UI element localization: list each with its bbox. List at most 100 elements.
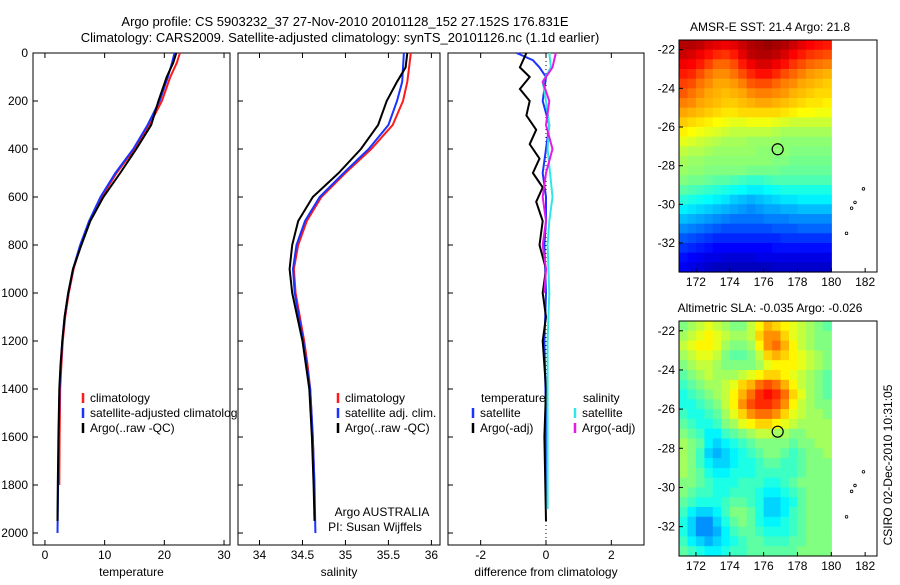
sst_map-cell <box>746 146 756 157</box>
sla_map-cell <box>712 507 722 518</box>
sla_map-frame <box>678 320 878 557</box>
sst_map-cell <box>755 194 765 205</box>
sst_map-cell <box>789 40 799 51</box>
sla_map-cell <box>712 370 722 381</box>
sst_map-frame <box>678 39 878 273</box>
sst_map-cell <box>780 185 790 196</box>
sst_map-cell <box>729 185 739 196</box>
sst_map-cell <box>780 156 790 167</box>
sla_map-cell <box>704 360 714 371</box>
sst_map-xtick-label: 180 <box>821 275 841 289</box>
sst_map-cell <box>729 156 739 167</box>
salinity-series-line <box>288 52 409 522</box>
sla_map-cell <box>729 497 739 508</box>
sst_map-cell <box>789 117 799 128</box>
temperature-xtick-label: 0 <box>42 548 49 562</box>
sla_map-cell <box>789 399 799 410</box>
sst_map-cell <box>772 88 782 99</box>
sst_map-cell <box>712 223 722 234</box>
sla_map-cell <box>695 516 705 528</box>
sst_map-cell <box>712 107 722 118</box>
sst_map-cell <box>772 194 782 205</box>
sla_map-cell <box>772 448 782 459</box>
sla_map-cell <box>789 467 799 479</box>
difference-xtick-label: 2 <box>608 548 615 562</box>
legend-label: Argo(..raw -QC) <box>90 421 175 435</box>
sla_map-cell <box>738 467 748 479</box>
sst_map-cell <box>695 165 705 176</box>
sst_map-cell <box>695 243 705 254</box>
sla_map-cell <box>805 428 815 440</box>
sla_map-cell <box>822 458 832 469</box>
sla_map-cell <box>687 330 697 342</box>
sst_map-cell <box>789 223 799 234</box>
sla_map-cell <box>687 487 697 498</box>
sla_map-cell <box>704 321 714 332</box>
sla_map-cell <box>712 379 722 391</box>
sst_map-cell <box>721 40 731 51</box>
sst_map-cell <box>695 98 705 109</box>
sla_map-cell <box>780 526 790 537</box>
sla_map-cell <box>738 536 748 547</box>
sst_map-cell <box>763 156 773 167</box>
sla_map-cell <box>772 321 782 332</box>
sla_map-cell <box>729 379 739 391</box>
sla_map-cell <box>695 330 705 342</box>
sla_map-cell <box>721 389 731 400</box>
sst_map-cell <box>704 59 714 70</box>
sla_map-cell <box>805 360 815 371</box>
sst_map-cell <box>822 204 832 215</box>
sla_map-cell <box>721 516 731 528</box>
legend-label: Argo(-adj) <box>582 421 635 435</box>
sla_map-cell <box>814 340 824 351</box>
sst_map-cell <box>687 78 697 89</box>
sla_map-cell <box>763 467 773 479</box>
sla_map-cell <box>738 389 748 400</box>
sla_map-cell <box>687 428 697 440</box>
sst_map-cell <box>738 204 748 215</box>
sla_map-cell <box>738 330 748 342</box>
sla_map-cell <box>738 360 748 371</box>
sst_map-cell <box>805 49 815 60</box>
sst_map-cell <box>695 107 705 118</box>
sst_map-cell <box>729 233 739 244</box>
sst_map-cell <box>687 214 697 225</box>
sla_map-cell <box>746 526 756 537</box>
sla_map-cell <box>772 438 782 449</box>
sla_map-cell <box>822 409 832 420</box>
sla_map-cell <box>814 546 824 557</box>
sla_map-cell <box>712 477 722 489</box>
sst_map-cell <box>772 107 782 118</box>
sla_map-cell <box>704 477 714 489</box>
sla_map-cell <box>679 399 689 410</box>
sla_map-cell <box>755 418 765 430</box>
sla_map-cell <box>772 507 782 518</box>
sla_map-xtick-label: 180 <box>821 559 841 573</box>
sst_map-cell <box>746 175 756 186</box>
sla_map-cell <box>780 399 790 410</box>
sst_map-cell <box>704 98 714 109</box>
sst_map-cell <box>822 165 832 176</box>
sla_map-cell <box>738 448 748 459</box>
sla_map-cell <box>755 370 765 381</box>
sla_map-cell <box>789 428 799 440</box>
island-marker <box>861 187 866 191</box>
sst_map-cell <box>780 78 790 89</box>
sst_map-cell <box>721 233 731 244</box>
sst_map-cell <box>738 117 748 128</box>
sst_map-cell <box>687 233 697 244</box>
sla_map-cell <box>704 350 714 361</box>
sst_map-cell <box>738 185 748 196</box>
sla_map-cell <box>789 536 799 547</box>
sla_map-cell <box>772 428 782 440</box>
sst_map-cell <box>822 175 832 186</box>
sla_map-cell <box>746 546 756 557</box>
salinity-xtick-label: 35.5 <box>377 548 401 562</box>
sst_map-cell <box>805 175 815 186</box>
sla_map-cell <box>695 360 705 371</box>
sla_map-cell <box>797 350 807 361</box>
sla_map-cell <box>814 360 824 371</box>
sst_map-cell <box>805 146 815 157</box>
sla_map-cell <box>704 536 714 547</box>
